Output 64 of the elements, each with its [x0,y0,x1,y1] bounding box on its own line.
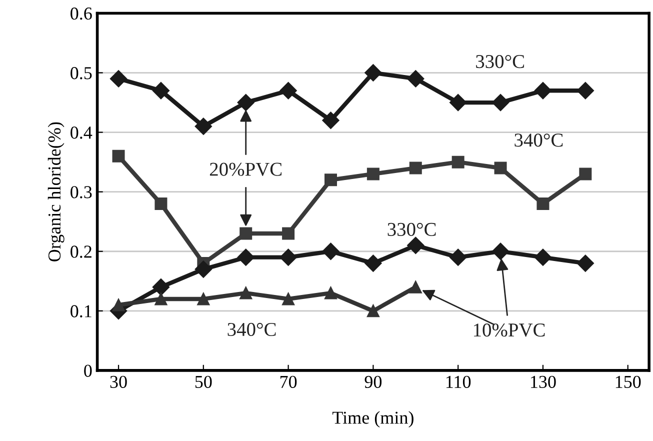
point [282,292,295,306]
y-tick-label: 0.6 [70,7,92,20]
point [492,242,510,260]
y-tick-label: 0 [84,364,92,377]
y-tick-label: 0.4 [70,126,92,139]
y-axis-title: Organic hloride(%) [48,122,64,262]
point [576,254,594,272]
point [197,292,210,306]
point [324,174,337,186]
point [112,298,125,312]
point [240,286,252,300]
point [152,82,170,100]
x-tick-label: 130 [531,376,556,388]
x-tick-label: 110 [446,376,471,388]
x-axis-title: Time (min) [332,411,414,428]
y-tick-label: 0.5 [70,67,92,80]
point [579,168,592,180]
point [450,94,467,112]
point [366,304,380,318]
point [194,118,212,135]
point [364,254,382,272]
x-tick-label: 150 [616,376,641,388]
point [194,260,212,278]
x-tick-label: 30 [110,376,127,388]
point [280,82,297,100]
point [322,112,340,129]
point [237,248,254,266]
point [154,197,168,210]
point [240,227,252,240]
point [534,82,552,100]
series-label: 330°C [388,222,436,236]
x-tick-label: 70 [280,376,297,388]
series-label: 330°C [476,54,524,68]
y-tick-label: 0.2 [70,246,92,258]
point [324,286,337,300]
point [280,248,297,266]
point [282,227,295,240]
annotation: 10%PVC [474,323,545,337]
y-tick-label: 0.1 [70,305,92,318]
point [492,94,510,112]
point [576,82,594,100]
point [407,236,424,254]
point [110,70,128,88]
point [112,150,125,162]
series-label: 340°C [228,322,276,336]
x-tick-label: 50 [195,376,212,388]
point [534,248,552,266]
point [237,94,254,112]
x-tick-label: 90 [364,376,382,388]
point [450,248,467,266]
point [154,292,168,306]
y-tick-label: 0.3 [70,186,92,198]
point [366,168,380,180]
point [407,70,424,88]
series-label: 340°C [514,134,563,147]
point [322,242,340,260]
annotation: 20%PVC [210,162,282,176]
point [409,162,422,174]
point [452,156,464,168]
point [364,64,382,82]
point [409,280,422,294]
point [152,278,170,296]
point [536,197,550,210]
point [494,162,507,174]
